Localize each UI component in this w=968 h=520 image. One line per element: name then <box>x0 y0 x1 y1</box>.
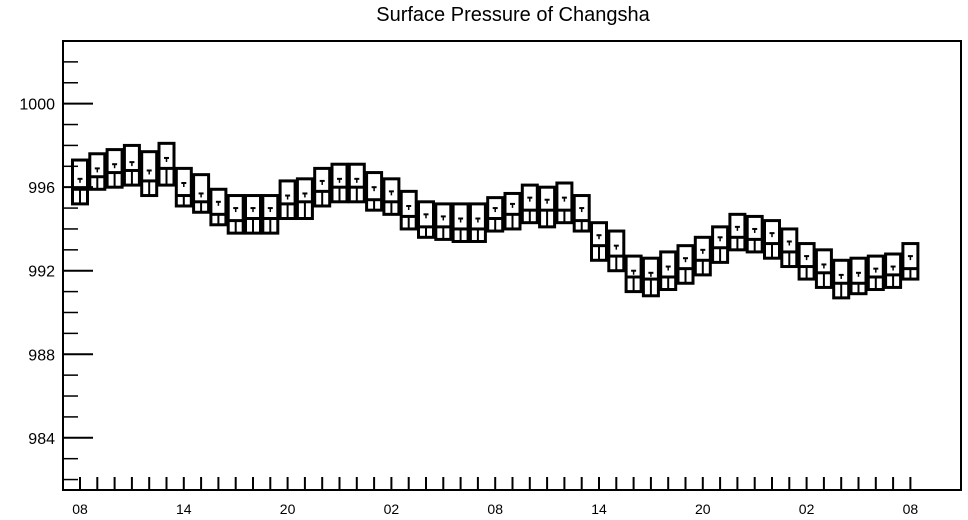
box-mark <box>174 166 193 208</box>
box-mark <box>261 194 280 235</box>
box-mark <box>641 256 660 298</box>
box-mark <box>745 214 764 254</box>
box-body <box>728 212 747 252</box>
box-mark <box>226 194 245 235</box>
y-tick-label: 988 <box>28 347 55 364</box>
box-mark <box>555 181 574 225</box>
box-mark <box>538 185 557 229</box>
box-mark <box>590 221 608 262</box>
box-mark <box>105 148 124 189</box>
box-mark <box>192 173 211 214</box>
box-mark <box>572 194 591 233</box>
box-body <box>71 158 89 206</box>
x-tick-label: 08 <box>903 501 919 517</box>
box-mark <box>520 183 539 225</box>
box-mark <box>659 250 678 292</box>
box-mark <box>451 202 470 243</box>
box-mark <box>382 177 401 216</box>
x-axis: 08 14 20 02 08 14 20 02 08 <box>72 477 918 517</box>
box-mark <box>347 162 366 204</box>
x-tick-label: 14 <box>176 501 192 517</box>
x-tick-label: 08 <box>72 501 88 517</box>
box-mark <box>503 191 522 231</box>
box-mark <box>244 194 262 235</box>
x-tick-label: 14 <box>591 501 607 517</box>
box-mark <box>797 242 816 281</box>
box-mark <box>884 252 903 289</box>
x-tick-label: 20 <box>280 501 296 517</box>
y-tick-label: 1000 <box>19 97 55 114</box>
y-tick-label: 984 <box>28 431 55 448</box>
box-mark <box>901 242 920 281</box>
box-body <box>122 143 141 187</box>
box-mark <box>313 166 332 208</box>
box-body <box>555 181 574 225</box>
box-mark <box>832 258 851 300</box>
chart-title: Surface Pressure of Changsha <box>376 4 650 26</box>
box-mark <box>780 227 799 269</box>
x-tick-label: 20 <box>695 501 711 517</box>
box-mark <box>711 225 730 264</box>
box-mark <box>849 256 868 296</box>
box-body <box>572 194 591 233</box>
box-mark <box>676 244 695 285</box>
box-mark <box>624 254 643 294</box>
box-mark <box>122 143 141 187</box>
box-mark <box>486 196 505 233</box>
box-mark <box>278 179 297 221</box>
box-mark <box>468 202 487 243</box>
box-mark <box>88 152 107 191</box>
box-mark <box>434 202 453 241</box>
box-mark <box>399 189 418 231</box>
y-tick-label: 996 <box>28 180 55 197</box>
box-body <box>382 177 401 216</box>
box-body <box>659 250 678 292</box>
box-body <box>486 196 505 233</box>
x-tick-label: 08 <box>487 501 503 517</box>
x-tick-label: 02 <box>799 501 815 517</box>
box-mark <box>330 162 349 204</box>
box-mark <box>71 158 89 206</box>
box-mark <box>693 235 712 277</box>
box-mark <box>365 171 384 212</box>
box-mark <box>157 141 176 187</box>
box-mark <box>728 212 747 252</box>
plot-frame <box>62 40 962 491</box>
box-mark <box>140 150 159 198</box>
x-tick-label: 02 <box>384 501 400 517</box>
box-mark <box>295 177 314 221</box>
box-mark <box>209 187 228 227</box>
box-mark <box>814 248 833 289</box>
box-mark <box>417 200 435 239</box>
y-axis: 984 988 992 996 1000 <box>19 61 93 481</box>
y-tick-label: 992 <box>28 264 55 281</box>
box-mark <box>866 254 885 292</box>
box-mark <box>763 219 781 260</box>
box-mark <box>607 229 626 273</box>
box-series <box>71 141 920 300</box>
